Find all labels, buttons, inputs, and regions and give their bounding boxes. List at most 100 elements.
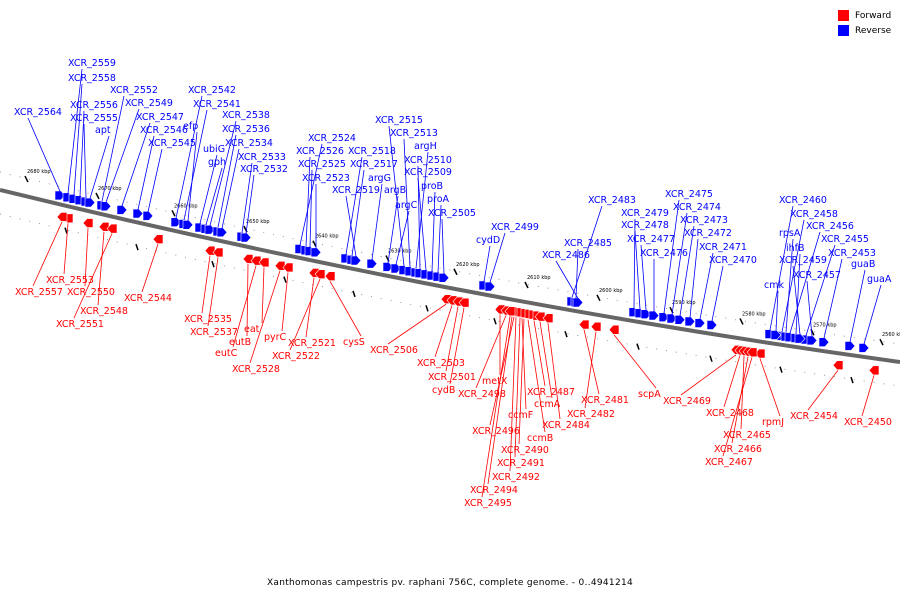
reverse-gene-label[interactable]: argH [414,141,437,152]
reverse-gene-label[interactable]: XCR_2546 [140,125,188,136]
reverse-gene-label[interactable]: XCR_2505 [428,208,476,219]
forward-gene-label[interactable]: XCR_2553 [46,275,94,286]
forward-gene-label[interactable]: XCR_2487 [527,387,575,398]
forward-gene-label[interactable]: XCR_2454 [790,411,838,422]
forward-gene-label[interactable]: XCR_2535 [184,314,232,325]
reverse-gene-label[interactable]: XCR_2515 [375,115,423,126]
forward-gene-label[interactable]: eat [244,324,260,335]
gene-arrow-forward[interactable] [82,218,94,228]
reverse-gene-label[interactable]: XCR_2559 [68,58,116,69]
reverse-gene-label[interactable]: ubiG [203,144,225,155]
reverse-gene-label[interactable]: XCR_2547 [136,112,184,123]
gene-arrow-forward[interactable] [204,245,216,256]
forward-gene-label[interactable]: XCR_2465 [723,430,771,441]
gene-arrow-forward[interactable] [314,269,326,279]
reverse-gene-label[interactable]: XCR_2509 [404,167,452,178]
forward-gene-label[interactable]: XCR_2496 [472,426,520,437]
reverse-gene-label[interactable]: apt [95,125,111,136]
reverse-gene-label[interactable]: XCR_2473 [680,215,728,226]
reverse-gene-label[interactable]: XCR_2478 [621,220,669,231]
forward-gene-label[interactable]: XCR_2468 [706,408,754,419]
forward-gene-label[interactable]: XCR_2544 [124,293,172,304]
reverse-gene-label[interactable]: XCR_2536 [222,124,270,135]
reverse-gene-label[interactable]: XCR_2477 [627,234,675,245]
reverse-gene-label[interactable]: XCR_2513 [390,128,438,139]
reverse-gene-label[interactable]: XCR_2518 [348,146,396,157]
reverse-gene-label[interactable]: XCR_2453 [828,248,876,259]
gene-arrow-forward[interactable] [324,271,336,282]
reverse-gene-label[interactable]: XCR_2457 [793,270,841,281]
gene-arrow-forward[interactable] [250,255,262,266]
gene-arrow-forward[interactable] [212,247,224,258]
reverse-gene-label[interactable]: XCR_2519 [332,185,380,196]
reverse-gene-label[interactable]: argB [384,185,406,196]
forward-gene-label[interactable]: XCR_2492 [492,472,540,483]
reverse-gene-label[interactable]: XCR_2555 [70,113,118,124]
gene-arrow-reverse[interactable] [116,205,128,215]
forward-gene-label[interactable]: eutC [215,348,238,359]
gene-arrow-reverse[interactable] [844,341,856,351]
reverse-gene-label[interactable]: XCR_2525 [298,159,346,170]
forward-gene-label[interactable]: XCR_2528 [232,364,280,375]
reverse-gene-label[interactable]: gph [208,157,226,168]
reverse-gene-label[interactable]: XCR_2524 [308,133,356,144]
forward-gene-label[interactable]: XCR_2551 [56,319,104,330]
gene-arrow-forward[interactable] [152,234,164,244]
gene-arrow-forward[interactable] [746,347,758,358]
gene-arrow-forward[interactable] [868,365,880,376]
gene-arrow-reverse[interactable] [648,310,660,321]
reverse-gene-label[interactable]: XCR_2455 [821,234,869,245]
reverse-gene-label[interactable]: XCR_2545 [148,138,196,149]
forward-gene-label[interactable]: XCR_2469 [663,396,711,407]
reverse-gene-label[interactable]: guaB [851,259,875,270]
reverse-gene-label[interactable]: proA [427,194,450,205]
reverse-gene-label[interactable]: XCR_2549 [125,98,173,109]
forward-gene-label[interactable]: XCR_2491 [497,458,545,469]
reverse-gene-label[interactable]: XCR_2558 [68,73,116,84]
forward-gene-label[interactable]: XCR_2498 [458,389,506,400]
reverse-gene-label[interactable]: XCR_2523 [302,173,350,184]
gene-arrow-forward[interactable] [258,257,270,268]
forward-gene-label[interactable]: cysS [343,337,365,348]
gene-arrow-forward[interactable] [590,321,602,332]
reverse-gene-label[interactable]: XCR_2456 [806,221,854,232]
reverse-gene-label[interactable]: XCR_2479 [621,208,669,219]
gene-arrow-reverse[interactable] [684,316,696,327]
reverse-gene-label[interactable]: XCR_2499 [491,222,539,233]
forward-gene-label[interactable]: XCR_2548 [80,306,128,317]
forward-gene-label[interactable]: cydB [432,385,455,396]
reverse-gene-label[interactable]: XCR_2556 [70,100,118,111]
reverse-gene-label[interactable]: proB [421,181,443,192]
gene-arrow-reverse[interactable] [142,211,154,221]
forward-gene-label[interactable]: XCR_2501 [428,372,476,383]
reverse-gene-label[interactable]: XCR_2552 [110,85,158,96]
reverse-gene-label[interactable]: XCR_2472 [684,228,732,239]
reverse-gene-label[interactable]: XCR_2534 [225,138,273,149]
reverse-gene-label[interactable]: guaA [867,274,892,285]
forward-gene-label[interactable]: XCR_2484 [542,420,590,431]
reverse-gene-label[interactable]: XCR_2476 [640,248,688,259]
gene-arrow-reverse[interactable] [438,273,450,283]
gene-arrow-forward[interactable] [608,324,620,335]
gene-arrow-forward[interactable] [242,254,254,264]
reverse-gene-label[interactable]: XCR_2486 [542,250,590,261]
gene-arrow-forward[interactable] [106,223,118,234]
gene-arrow-reverse[interactable] [240,232,252,243]
reverse-gene-label[interactable]: XCR_2542 [188,85,236,96]
reverse-gene-label[interactable]: efp [183,121,198,132]
forward-gene-label[interactable]: XCR_2482 [567,409,615,420]
forward-gene-label[interactable]: ccmA [534,399,561,410]
forward-gene-label[interactable]: XCR_2495 [464,498,512,509]
reverse-gene-label[interactable]: XCR_2533 [238,152,286,163]
reverse-gene-label[interactable]: XCR_2541 [193,99,241,110]
gene-arrow-reverse[interactable] [484,281,496,292]
forward-gene-label[interactable]: ccmB [527,433,553,444]
reverse-gene-label[interactable]: argG [368,173,391,184]
reverse-gene-label[interactable]: XCR_2460 [779,195,827,206]
reverse-gene-label[interactable]: XCR_2564 [14,107,62,118]
gene-arrow-forward[interactable] [542,313,554,323]
reverse-gene-label[interactable]: cydD [476,235,500,246]
reverse-gene-label[interactable]: XCR_2526 [296,146,344,157]
reverse-gene-label[interactable]: rpsA [779,228,801,239]
gene-arrow-reverse[interactable] [694,318,706,328]
